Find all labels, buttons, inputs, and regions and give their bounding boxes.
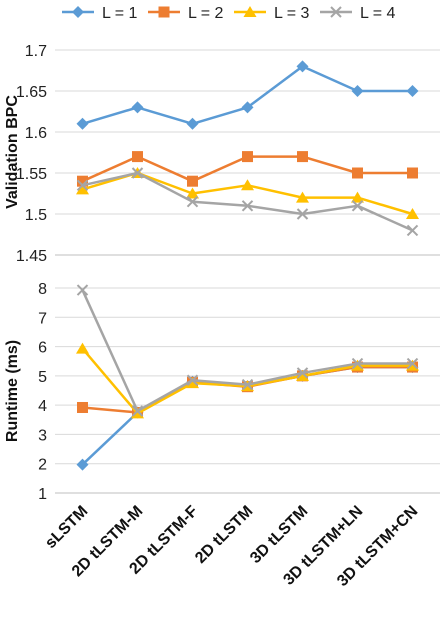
data-point-stroke-b xyxy=(76,179,89,192)
data-point-stroke-b xyxy=(351,200,364,212)
data-point-stroke-b xyxy=(76,284,89,296)
data-point xyxy=(186,187,199,199)
series-L-1 xyxy=(76,60,419,130)
legend-marker xyxy=(330,6,342,18)
data-point xyxy=(131,101,144,114)
series-L-4 xyxy=(76,284,419,417)
data-point-stroke-b xyxy=(406,357,419,370)
data-point xyxy=(186,374,199,386)
y-tick-label: 6 xyxy=(38,340,47,357)
series-L-1 xyxy=(76,361,419,471)
data-point xyxy=(186,195,199,208)
data-point xyxy=(186,377,199,389)
data-point xyxy=(406,85,419,97)
data-point xyxy=(406,224,419,237)
y-tick-label: 3 xyxy=(38,427,47,444)
category-label: 2D tLSTM xyxy=(192,503,256,567)
data-point xyxy=(241,101,254,114)
data-point xyxy=(296,191,309,203)
data-point-stroke-b xyxy=(296,367,309,379)
legend-label: L = 4 xyxy=(360,5,396,22)
data-point-stroke-b xyxy=(406,224,419,237)
data-point xyxy=(77,401,88,413)
legend-marker xyxy=(72,6,84,18)
data-point xyxy=(131,405,144,417)
legend-marker-stroke-b xyxy=(330,6,342,18)
data-point-stroke-b xyxy=(241,378,254,391)
series-line xyxy=(82,65,413,126)
legend-entry-1: L = 1 xyxy=(62,5,138,22)
y-tick-label: 1.6 xyxy=(25,125,47,142)
data-point xyxy=(352,167,363,179)
data-point xyxy=(351,200,364,212)
data-point xyxy=(407,167,418,179)
series-L-4 xyxy=(76,167,419,237)
y-axis-label: Runtime (ms) xyxy=(4,340,21,442)
y-tick-label: 8 xyxy=(38,281,47,298)
data-point xyxy=(187,175,198,187)
data-point-stroke-b xyxy=(296,208,309,220)
data-point xyxy=(76,183,89,195)
y-tick-label: 1.45 xyxy=(16,248,47,265)
panel-1: 1.45 1.5 1.55 1.6 1.65 1.7 Validation BPC xyxy=(4,43,440,265)
data-point xyxy=(406,357,419,370)
legend-label: L = 2 xyxy=(188,5,224,22)
series-L-3 xyxy=(76,342,419,419)
data-point xyxy=(77,175,88,187)
data-point xyxy=(76,458,89,471)
data-point xyxy=(76,179,89,192)
data-point-stroke-b xyxy=(241,200,254,212)
y-tick-label: 1.7 xyxy=(25,43,47,60)
series-line xyxy=(81,289,413,413)
data-point xyxy=(131,167,144,179)
data-point xyxy=(76,284,89,296)
legend-marker xyxy=(243,6,257,17)
data-point-stroke-b xyxy=(131,167,144,179)
data-point xyxy=(241,378,254,391)
data-point xyxy=(406,208,419,219)
data-point xyxy=(296,208,309,220)
y-tick-label: 1.55 xyxy=(16,166,47,183)
data-point xyxy=(76,117,89,130)
data-point xyxy=(132,151,143,163)
y-tick-label: 1.65 xyxy=(16,84,47,101)
data-point-stroke-b xyxy=(186,195,199,208)
legend-entry-2: L = 2 xyxy=(148,5,224,22)
data-point xyxy=(296,60,309,73)
y-tick-label: 2 xyxy=(38,457,47,474)
panel-2: 1 2 3 4 5 6 7 8 Runtime (ms) xyxy=(4,281,440,503)
y-tick-label: 1 xyxy=(38,486,47,503)
data-point xyxy=(76,342,89,354)
legend-entry-3: L = 3 xyxy=(234,5,310,22)
y-tick-label: 1.5 xyxy=(25,207,47,224)
legend-marker xyxy=(158,6,170,18)
category-label: sLSTM xyxy=(42,503,91,552)
legend-label: L = 1 xyxy=(102,5,138,22)
data-point xyxy=(186,117,199,130)
y-axis-label: Validation BPC xyxy=(4,95,21,209)
y-tick-label: 4 xyxy=(38,398,47,415)
data-point xyxy=(351,85,364,97)
legend-label: L = 3 xyxy=(274,5,310,22)
data-point xyxy=(351,357,364,370)
y-tick-label: 5 xyxy=(38,369,47,386)
legend-entry-4: L = 4 xyxy=(320,5,396,22)
y-tick-label: 7 xyxy=(38,310,47,327)
data-point xyxy=(241,200,254,212)
data-point-stroke-b xyxy=(131,405,144,417)
data-point xyxy=(296,367,309,379)
data-point xyxy=(242,151,253,163)
data-point-stroke-b xyxy=(351,357,364,370)
legend: L = 1 L = 2 L = 3 L = 4 xyxy=(62,5,396,22)
data-point xyxy=(351,191,364,203)
series-L-2 xyxy=(77,151,418,187)
data-point xyxy=(296,369,309,381)
data-point-stroke-b xyxy=(186,374,199,386)
data-point xyxy=(241,179,254,191)
data-point xyxy=(297,151,308,163)
